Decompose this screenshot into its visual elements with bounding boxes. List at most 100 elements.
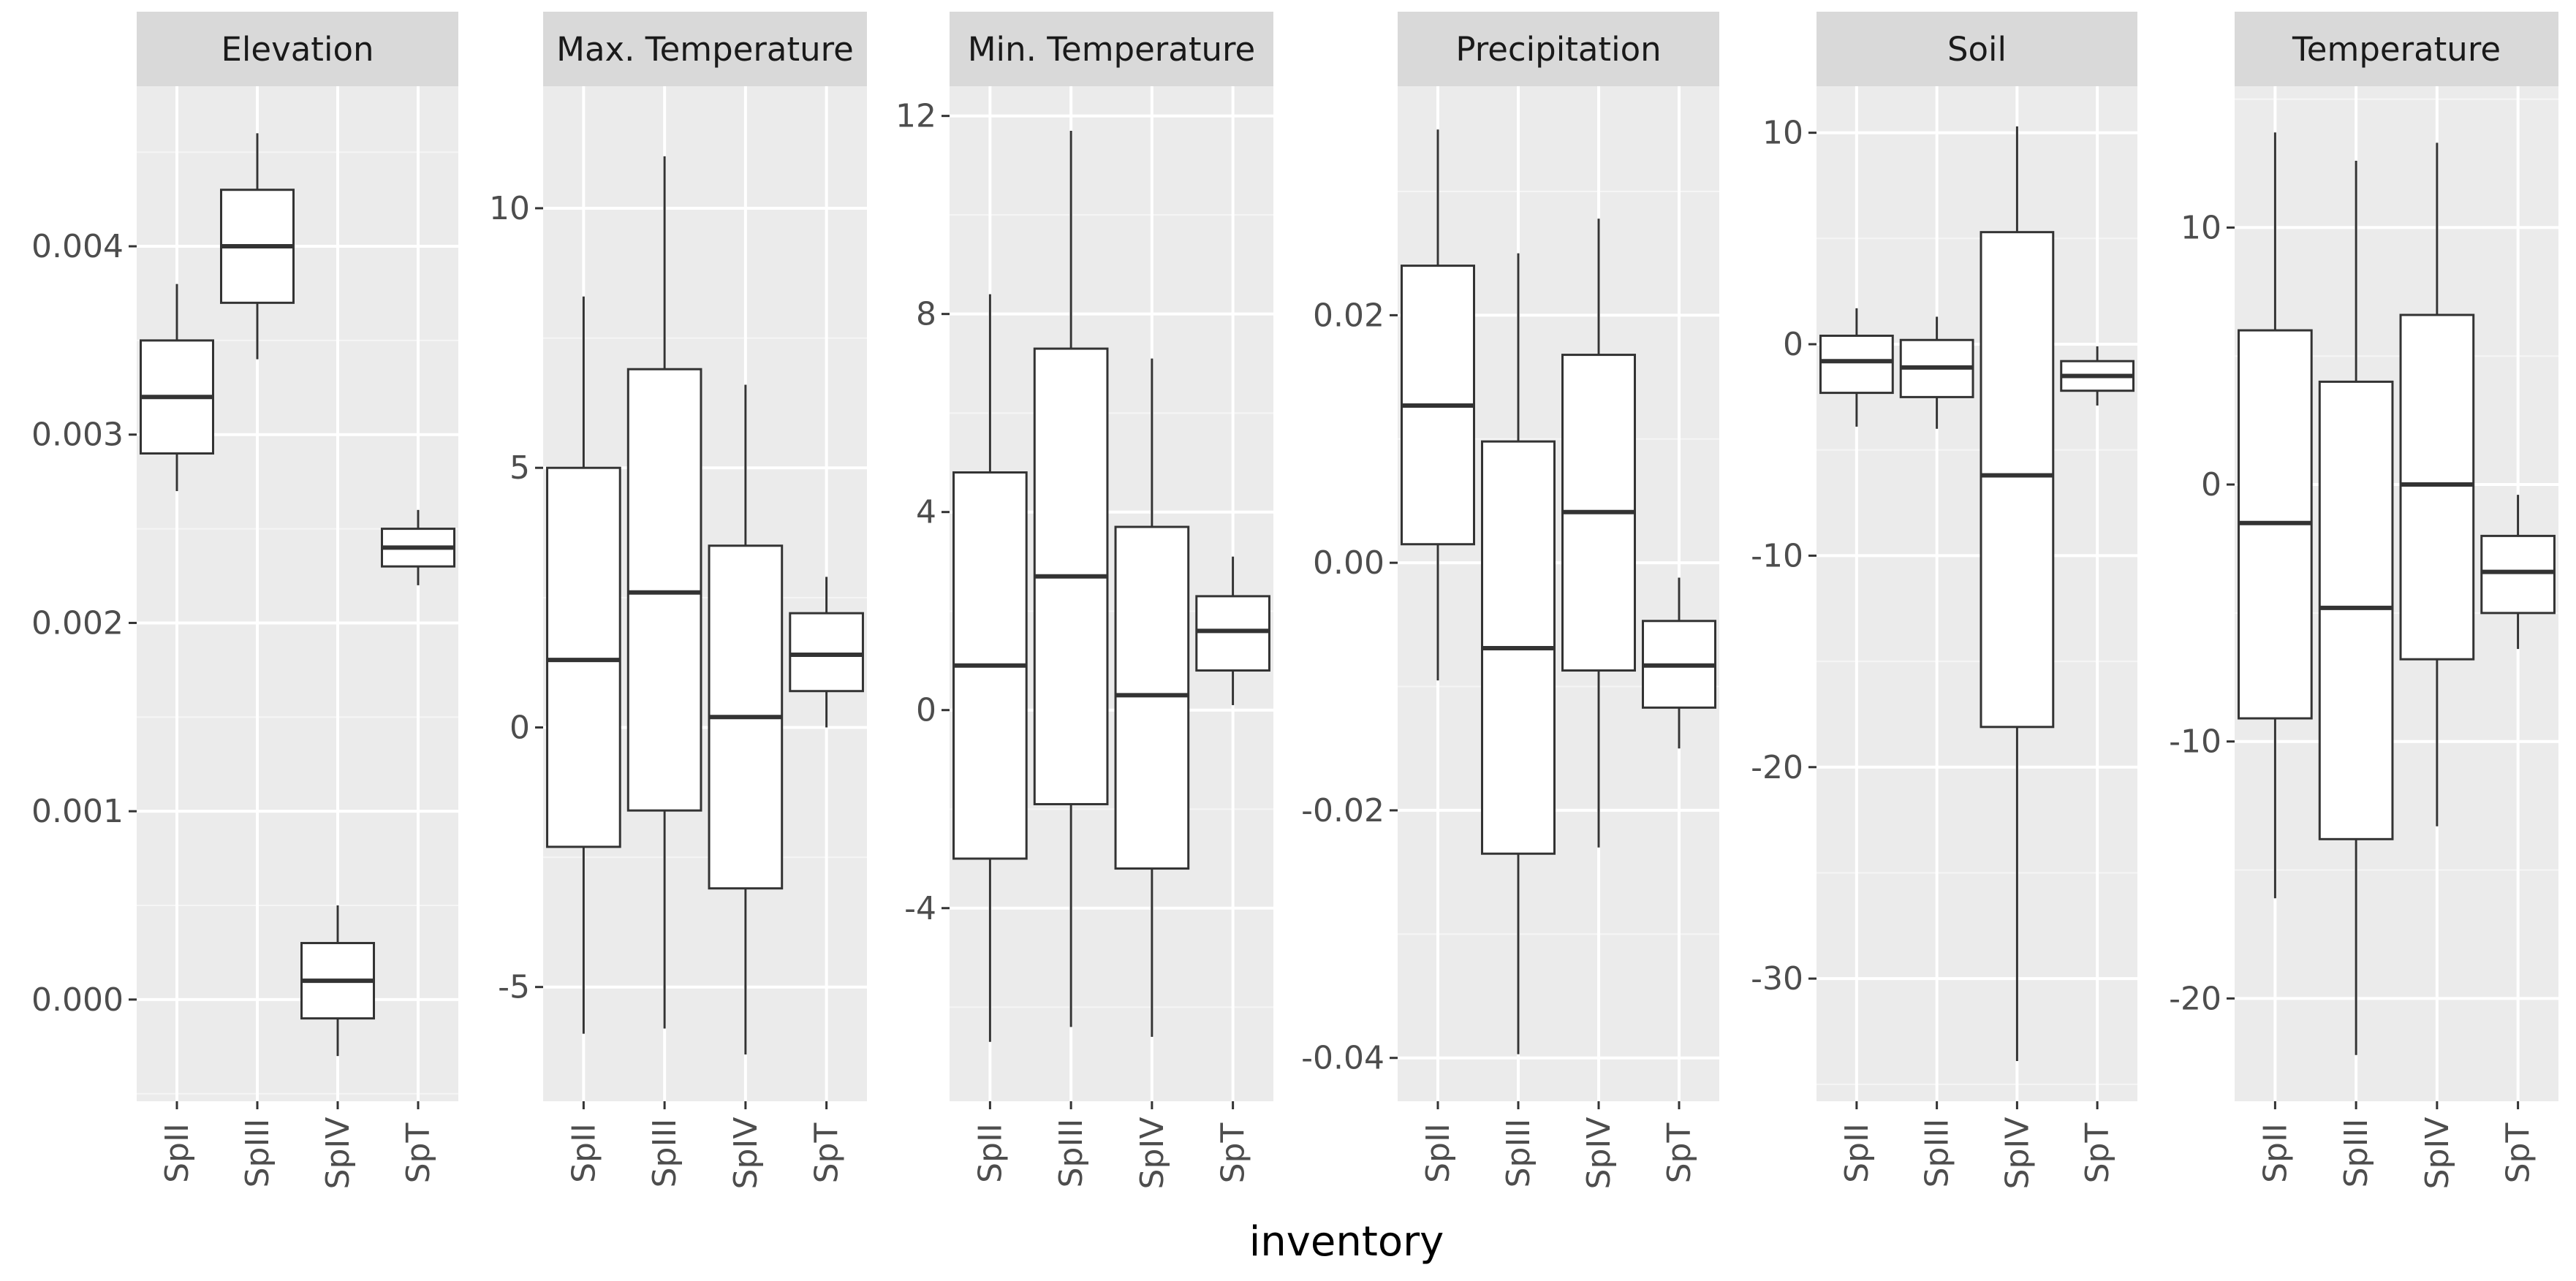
facet-title: Min. Temperature [968,30,1256,69]
box-spiv [300,905,375,1057]
y-tick-label: 10 [489,190,530,227]
x-tick-label: SpIV [319,1117,357,1190]
box-spiv [1561,218,1636,848]
iqr-box [1819,334,1894,395]
box-spt [381,509,455,585]
facet-title: Soil [1947,30,2007,69]
x-tick-label: SpIV [2419,1117,2456,1190]
x-tick-label: SpII [971,1123,1009,1183]
x-tick-label: SpII [1838,1123,1876,1183]
x-tick-label: SpIV [1580,1117,1618,1190]
y-tick-label: 0.001 [31,793,124,830]
x-tick-label: SpIII [2338,1119,2375,1188]
y-tick-label: 0.003 [31,417,124,454]
facet-title: Max. Temperature [556,30,854,69]
box-spiii [2318,160,2394,1055]
y-tick-label: -30 [1751,960,1803,997]
y-tick-label: 0.02 [1313,297,1384,334]
box-spii [952,294,1028,1042]
iqr-box [546,466,621,848]
y-tick-label: -0.04 [1301,1040,1384,1077]
box-spiv [708,384,784,1055]
iqr-box [626,368,702,812]
x-tick-label: SpII [1420,1123,1457,1183]
facet-strip [137,12,458,86]
iqr-box [1114,525,1190,870]
box-spiii [220,133,295,360]
y-tick-label: 0.00 [1313,544,1384,582]
y-tick-label: 0.004 [31,228,124,265]
y-tick-label: 5 [509,449,530,487]
x-tick-label: SpT [2079,1123,2116,1184]
box-spt [1195,556,1270,705]
y-tick-label: -10 [2169,723,2221,761]
box-spiv [1980,126,2055,1062]
box-spiii [626,156,702,1029]
y-tick-label: 4 [916,494,936,531]
y-tick-label: -20 [1751,749,1803,786]
iqr-box [1980,231,2055,729]
y-tick-label: 12 [895,98,936,135]
x-tick-label: SpT [808,1123,846,1184]
y-tick-label: 0 [509,709,530,746]
box-spiii [1899,316,1974,429]
facet-panel: Temperature -20 -10 0 10 SpII SpIII SpIV SpT [2169,12,2558,1189]
x-tick-label: SpT [2500,1123,2537,1184]
x-tick-label: SpII [565,1123,602,1183]
y-tick-label: 0 [2201,466,2221,503]
iqr-box [789,612,864,693]
y-tick-label: 0.000 [31,981,124,1019]
panel-background [1398,86,1719,1101]
y-tick-label: 10 [2181,209,2221,246]
facet-panel: Min. Temperature -4 0 4 8 12 SpII SpIII SpIV SpT [895,12,1273,1189]
facet-strip [543,12,867,86]
y-tick-label: -10 [1751,537,1803,574]
box-spii [546,296,621,1034]
y-tick-label: -20 [2169,980,2221,1017]
facet-strip [1817,12,2137,86]
x-tick-label: SpIII [1500,1119,1537,1188]
x-axis-label: inventory [1249,1218,1444,1266]
box-spii [1401,129,1475,681]
y-tick-label: 0.002 [31,604,124,642]
x-tick-label: SpT [400,1123,437,1184]
x-tick-label: SpII [2257,1123,2294,1183]
x-tick-label: SpIII [646,1119,683,1188]
facet-strip [1398,12,1719,86]
y-tick-label: 0 [916,692,936,729]
facet-panel: Soil -30 -20 -10 0 10 SpII SpIII SpIV SpT [1751,12,2137,1189]
y-tick-label: -4 [904,890,936,927]
box-spiii [1481,253,1556,1054]
iqr-box [2318,380,2394,840]
y-tick-label: 8 [916,296,936,333]
facet-panel: Max. Temperature -5 0 5 10 SpII SpIII SpIV SpT [489,12,867,1189]
box-spii [1819,308,1894,427]
box-spii [140,284,214,492]
x-tick-label: SpIII [1919,1119,1956,1188]
panel-background [137,86,458,1101]
facet-title: Elevation [221,30,374,69]
iqr-box [2399,313,2475,661]
box-spt [1642,577,1716,749]
x-tick-label: SpIV [727,1117,765,1190]
facet-panel: Precipitation -0.04 -0.02 0.00 0.02 SpII SpIII… [1301,12,1719,1189]
iqr-box [2480,534,2556,615]
iqr-box [1195,595,1270,672]
y-tick-label: 10 [1762,115,1803,152]
box-spii [2238,132,2313,899]
facet-strip [2235,12,2558,86]
box-spiv [2399,142,2475,826]
x-tick-label: SpIII [1053,1119,1090,1188]
box-spiv [1114,358,1190,1037]
facet-panel: Elevation 0.000 0.001 0.002 0.003 0.004 SpII Sp… [31,12,458,1189]
x-tick-label: SpIV [1999,1117,2036,1190]
y-tick-label: -0.02 [1301,792,1384,829]
box-spt [789,577,864,728]
y-tick-label: -5 [498,969,530,1006]
box-spt [2060,346,2135,406]
facet-title: Precipitation [1455,30,1661,69]
box-spt [2480,495,2556,650]
facet-strip [950,12,1273,86]
facet-title: Temperature [2292,30,2501,69]
